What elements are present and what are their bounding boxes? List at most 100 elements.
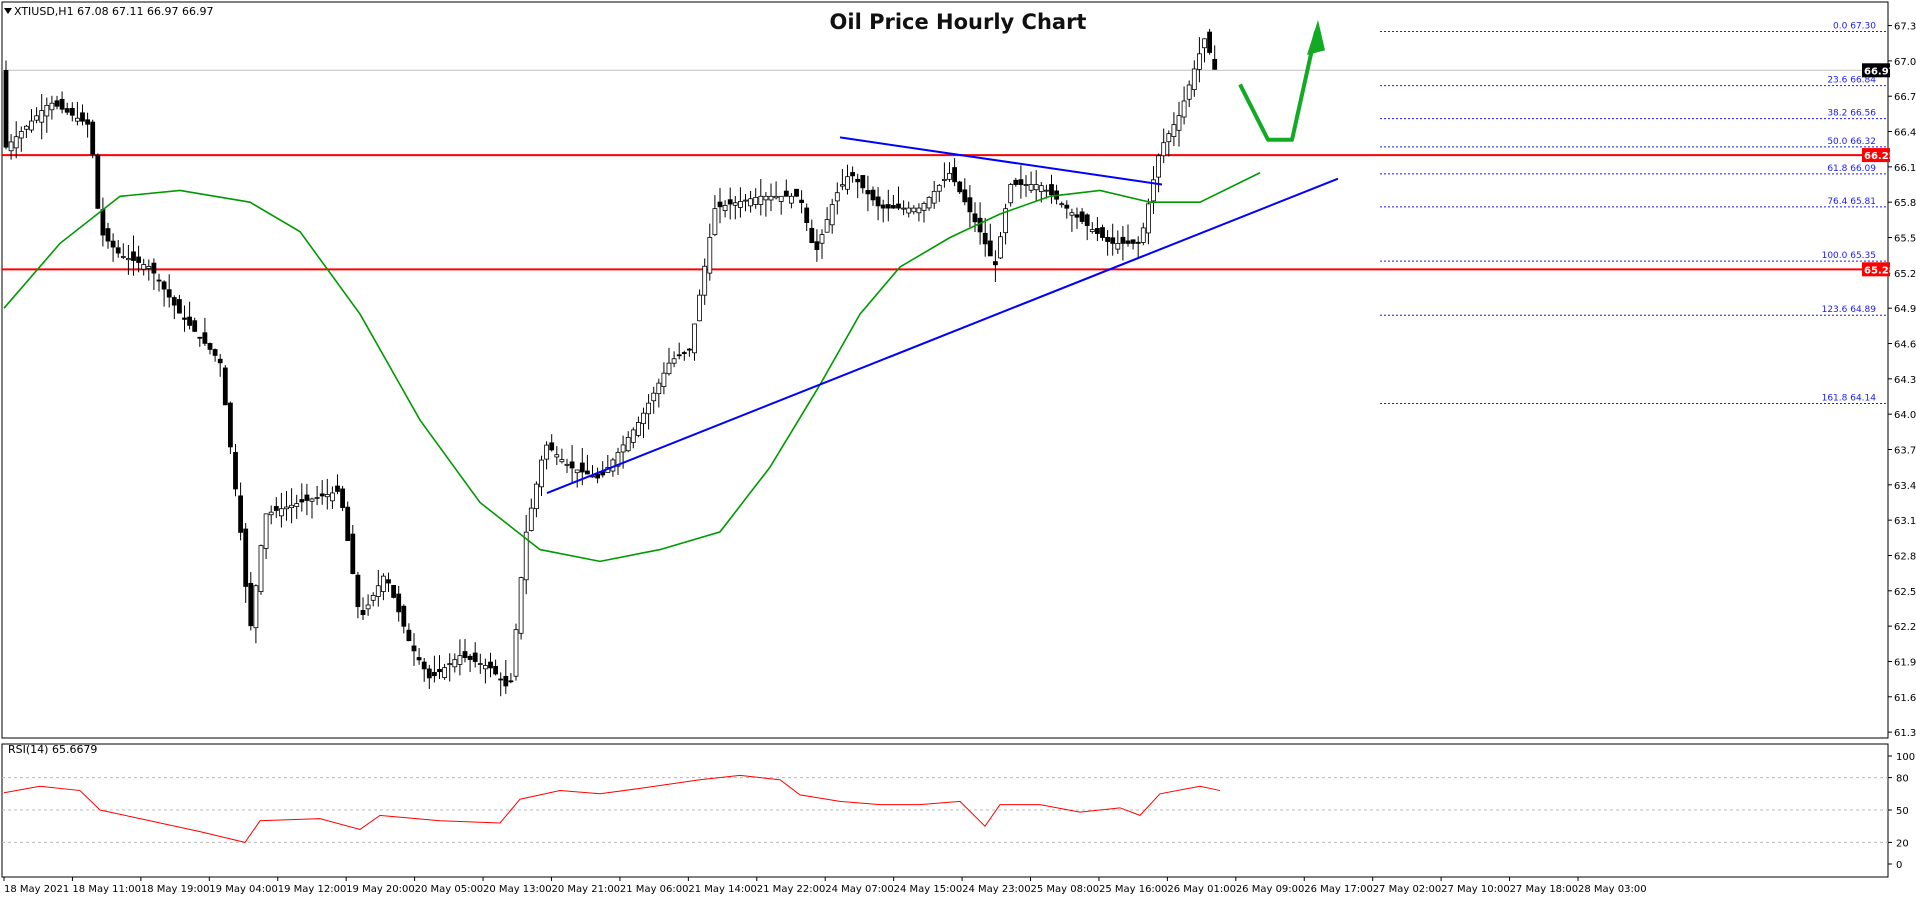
candle-body [738, 201, 743, 208]
candle-body [993, 261, 998, 266]
candle-body [1120, 236, 1126, 244]
candle-body [187, 316, 193, 326]
candle-body [692, 323, 697, 354]
candle-body [926, 196, 932, 209]
y-tick-label: 64.95 [1894, 304, 1916, 315]
rsi-tick-label: 0 [1896, 860, 1902, 871]
candle-body [789, 195, 794, 204]
candle-body [304, 494, 310, 501]
candle-body [1049, 184, 1054, 196]
x-tick-label: 26 May 09:00 [1236, 884, 1305, 895]
candle-body [595, 473, 600, 479]
candle-body [29, 120, 34, 131]
y-tick-label: 63.45 [1894, 481, 1916, 492]
candle-body [1146, 203, 1151, 234]
candle-body [799, 199, 804, 203]
candle-body [574, 469, 580, 474]
y-tick-label: 64.35 [1894, 375, 1916, 386]
candle-body [977, 217, 983, 233]
x-tick-label: 21 May 06:00 [620, 884, 689, 895]
y-tick-label: 63.75 [1894, 445, 1916, 456]
candle-body [661, 372, 667, 388]
candle-body [942, 178, 947, 181]
candle-body [13, 136, 19, 149]
candle-body [442, 667, 448, 678]
candle-body [1095, 227, 1100, 234]
candle-body [100, 209, 106, 236]
candle-body [896, 203, 901, 209]
candle-body [641, 412, 646, 425]
candle-body [707, 237, 713, 274]
x-tick-label: 28 May 03:00 [1578, 884, 1647, 895]
candle-body [834, 192, 840, 202]
descending-trendline [839, 136, 1163, 186]
candle-body [217, 358, 223, 364]
candle-body [212, 349, 218, 356]
candle-body [421, 661, 427, 670]
candle-body [319, 493, 325, 497]
candle-body [850, 172, 855, 177]
candle-body [1105, 236, 1110, 242]
candle-body [457, 655, 463, 665]
candle-body [263, 513, 269, 549]
candle-body [513, 629, 519, 677]
x-tick-label: 21 May 22:00 [757, 884, 826, 895]
candle-body [329, 492, 335, 502]
candle-body [314, 497, 320, 499]
candle-body [69, 107, 75, 116]
candle-body [1202, 38, 1207, 49]
x-tick-label: 20 May 05:00 [415, 884, 484, 895]
candle-body [126, 258, 131, 261]
y-tick-label: 65.55 [1894, 234, 1916, 245]
candle-body [1079, 211, 1085, 222]
candle-body [936, 184, 942, 192]
candle-body [702, 265, 708, 296]
candle-body [697, 294, 702, 322]
candle-body [1028, 184, 1034, 191]
candle-body [1069, 212, 1075, 216]
x-tick-label: 18 May 2021 [4, 884, 69, 895]
candle-body [1013, 179, 1019, 185]
candle-body [493, 665, 499, 675]
candle-body [1161, 142, 1167, 157]
fib-level-label: 50.0 66.32 [1827, 137, 1876, 147]
x-tick-label: 21 May 14:00 [688, 884, 757, 895]
x-tick-label: 24 May 23:00 [962, 884, 1031, 895]
candle-body [1135, 241, 1141, 244]
fib-level-label: 123.6 64.89 [1822, 305, 1877, 315]
rsi-tick-label: 80 [1896, 774, 1909, 785]
candle-body [350, 533, 356, 575]
candle-body [1038, 185, 1044, 192]
candle-body [151, 262, 157, 274]
candle-body [1171, 124, 1177, 137]
candle-body [931, 190, 937, 204]
candle-body [8, 141, 14, 152]
x-tick-label: 19 May 04:00 [209, 884, 278, 895]
candle-body [845, 176, 850, 190]
candle-body [1181, 100, 1187, 118]
current-price-tag [1862, 63, 1890, 78]
candle-body [467, 655, 473, 660]
candle-body [671, 358, 677, 364]
fib-level-label: 100.0 65.35 [1822, 251, 1876, 261]
candle-body [386, 579, 391, 584]
candle-body [1110, 237, 1116, 244]
candle-body [916, 207, 922, 214]
candle-body [472, 652, 478, 662]
collapse-triangle-icon[interactable] [4, 8, 12, 14]
y-tick-label: 64.05 [1894, 410, 1916, 421]
candle-body [176, 299, 182, 314]
candle-body [891, 205, 896, 209]
candle-body [875, 196, 881, 207]
candle-body [64, 108, 70, 113]
y-tick-label: 61.95 [1894, 657, 1916, 668]
candle-body [987, 240, 993, 257]
candle-body [324, 494, 330, 498]
candle-body [3, 70, 9, 148]
candle-body [829, 204, 835, 226]
x-tick-label: 25 May 16:00 [1099, 884, 1168, 895]
candle-body [585, 470, 590, 475]
x-tick-label: 26 May 17:00 [1304, 884, 1373, 895]
ascending-trendline [546, 177, 1339, 494]
candle-body [865, 190, 871, 195]
